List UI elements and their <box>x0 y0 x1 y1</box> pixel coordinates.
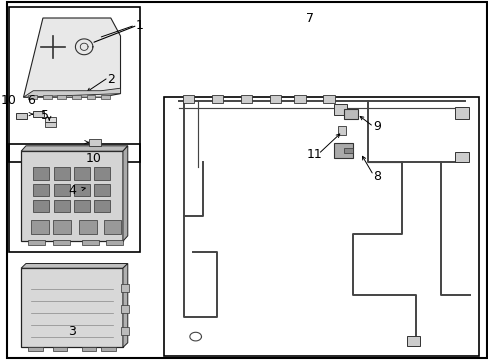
Bar <box>79 220 97 234</box>
Text: 1: 1 <box>136 19 143 32</box>
Bar <box>72 95 81 99</box>
Bar <box>54 200 69 212</box>
Polygon shape <box>21 151 122 241</box>
Bar <box>81 347 96 351</box>
Bar <box>33 167 49 180</box>
Bar <box>101 347 116 351</box>
Bar <box>333 143 352 158</box>
Bar <box>45 117 56 122</box>
Bar <box>269 95 281 103</box>
Bar <box>28 347 43 351</box>
Bar <box>53 240 69 245</box>
Polygon shape <box>21 268 122 347</box>
Text: 8: 8 <box>373 170 381 183</box>
Bar <box>74 200 90 212</box>
Bar <box>454 107 468 119</box>
Text: 11: 11 <box>306 148 322 161</box>
Bar <box>33 111 44 117</box>
Bar <box>9 144 140 252</box>
Polygon shape <box>122 264 127 347</box>
Bar <box>94 167 110 180</box>
Bar <box>182 95 194 103</box>
Text: 10: 10 <box>1 94 17 107</box>
Bar <box>74 184 90 196</box>
Bar <box>9 7 140 162</box>
Bar <box>31 220 49 234</box>
Bar <box>106 240 122 245</box>
Bar <box>94 184 110 196</box>
Bar <box>53 220 70 234</box>
Bar <box>343 148 352 153</box>
Text: 10: 10 <box>86 152 102 165</box>
Bar <box>103 220 121 234</box>
Bar <box>33 200 49 212</box>
Bar <box>120 327 129 335</box>
Polygon shape <box>122 146 127 241</box>
Text: 2: 2 <box>107 73 115 86</box>
Bar <box>28 240 45 245</box>
Bar <box>86 95 95 99</box>
Bar <box>120 305 129 313</box>
Bar <box>101 95 110 99</box>
Bar <box>333 104 346 115</box>
Bar <box>54 184 69 196</box>
Text: 5: 5 <box>41 109 49 122</box>
Bar <box>164 97 478 356</box>
Bar <box>337 126 346 135</box>
Bar <box>94 200 110 212</box>
Text: 9: 9 <box>373 120 381 132</box>
Text: 6: 6 <box>27 94 35 107</box>
Text: 7: 7 <box>305 12 313 24</box>
Bar <box>120 284 129 292</box>
Bar <box>58 95 66 99</box>
Bar <box>81 240 99 245</box>
Bar <box>293 95 305 103</box>
Bar <box>28 95 37 99</box>
Bar <box>454 152 468 162</box>
Bar <box>323 95 334 103</box>
Bar <box>16 113 27 119</box>
Polygon shape <box>21 264 127 268</box>
Bar <box>43 95 52 99</box>
Text: 3: 3 <box>68 325 76 338</box>
Bar <box>53 347 67 351</box>
Polygon shape <box>23 18 120 97</box>
Bar <box>240 95 252 103</box>
Bar <box>343 109 357 119</box>
Bar <box>211 95 223 103</box>
Text: 4: 4 <box>68 184 76 197</box>
Bar <box>406 336 419 346</box>
Bar <box>54 167 69 180</box>
Bar <box>74 167 90 180</box>
Bar <box>45 122 56 127</box>
Bar <box>33 184 49 196</box>
Polygon shape <box>21 146 127 151</box>
Bar <box>89 139 101 146</box>
Polygon shape <box>23 88 120 97</box>
